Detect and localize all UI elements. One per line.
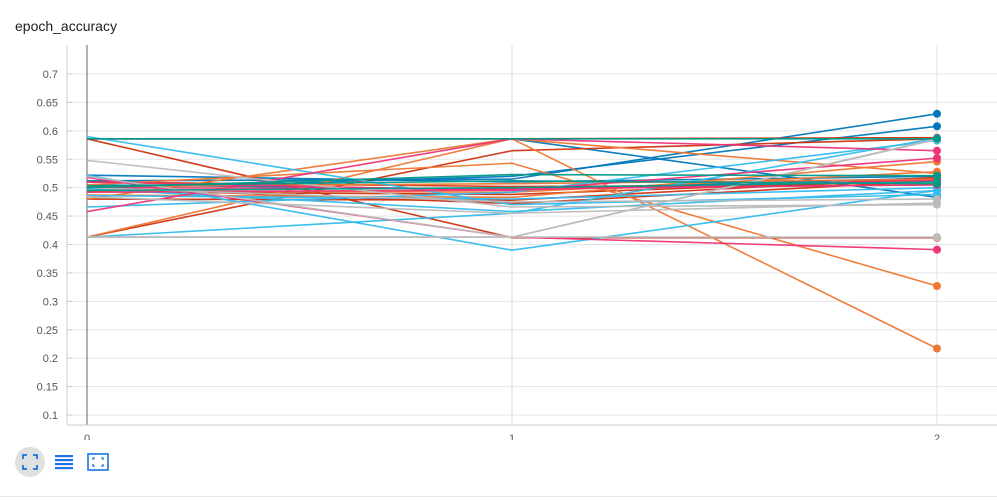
series-line[interactable] <box>86 186 938 203</box>
series-line[interactable] <box>87 138 938 238</box>
y-tick-label: 0.15 <box>37 382 58 394</box>
card-bottom-divider <box>0 496 997 497</box>
series-endpoint-dot[interactable] <box>933 122 941 131</box>
series-endpoint-dot[interactable] <box>933 195 941 204</box>
lines-icon <box>55 455 73 470</box>
fullscreen-icon <box>22 454 38 470</box>
series-line[interactable] <box>86 173 938 189</box>
series-line[interactable] <box>86 184 938 190</box>
x-axis-ticks: 0 1 2 <box>84 433 940 440</box>
series-endpoint-dot[interactable] <box>933 281 941 290</box>
series-endpoint-dot[interactable] <box>933 154 941 163</box>
chart-grid <box>67 45 997 425</box>
y-axis-ticks: 0.1 0.15 0.2 0.25 0.3 0.35 0.4 0.45 0.5 0.55 0.6 0.… <box>37 69 72 422</box>
series-endpoint-dot[interactable] <box>933 245 941 254</box>
x-tick-label: 1 <box>509 433 515 440</box>
y-tick-label: 0.45 <box>37 211 58 223</box>
y-tick-label: 0.55 <box>37 154 58 166</box>
series-line[interactable] <box>86 181 938 192</box>
chart-title: epoch_accuracy <box>15 18 117 34</box>
y-tick-label: 0.35 <box>37 268 58 280</box>
series-line[interactable] <box>86 174 938 251</box>
x-tick-label: 0 <box>84 433 90 440</box>
chart-series <box>86 109 941 353</box>
y-tick-label: 0.5 <box>43 183 58 195</box>
line-chart[interactable]: 0.1 0.15 0.2 0.25 0.3 0.35 0.4 0.45 0.5 0.55 0.6 0.… <box>0 0 997 440</box>
fit-domain-button[interactable] <box>15 447 45 477</box>
series-endpoint-dot[interactable] <box>933 344 941 353</box>
y-tick-label: 0.3 <box>43 296 58 308</box>
series-endpoint-dot[interactable] <box>933 179 941 188</box>
series-line[interactable] <box>86 112 938 182</box>
series-endpoint-dot[interactable] <box>933 186 941 195</box>
fit-data-button[interactable] <box>83 447 113 477</box>
chart-axes <box>66 45 997 426</box>
fit-screen-icon <box>87 453 109 471</box>
y-tick-label: 0.6 <box>43 126 58 138</box>
series-endpoint-dot[interactable] <box>933 134 941 143</box>
y-tick-label: 0.7 <box>43 69 58 81</box>
y-tick-label: 0.4 <box>43 240 58 252</box>
series-line[interactable] <box>86 137 938 238</box>
series-line[interactable] <box>86 180 938 187</box>
y-tick-label: 0.25 <box>37 325 58 337</box>
y-tick-label: 0.65 <box>37 97 58 109</box>
toggle-log-scale-button[interactable] <box>49 447 79 477</box>
series-endpoint-dot[interactable] <box>933 146 941 155</box>
chart-toolbar <box>15 446 113 478</box>
x-tick-label: 2 <box>934 433 940 440</box>
series-endpoint-dot[interactable] <box>933 171 941 180</box>
series-line[interactable] <box>86 159 938 208</box>
y-tick-label: 0.2 <box>43 353 58 365</box>
series-endpoint-dot[interactable] <box>933 109 941 118</box>
y-tick-label: 0.1 <box>43 410 58 422</box>
series-endpoint-dot[interactable] <box>933 233 941 242</box>
series-line[interactable] <box>86 195 938 215</box>
